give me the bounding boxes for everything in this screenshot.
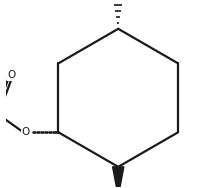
Text: O: O	[22, 127, 30, 137]
Polygon shape	[113, 167, 124, 188]
Text: O: O	[8, 70, 16, 80]
